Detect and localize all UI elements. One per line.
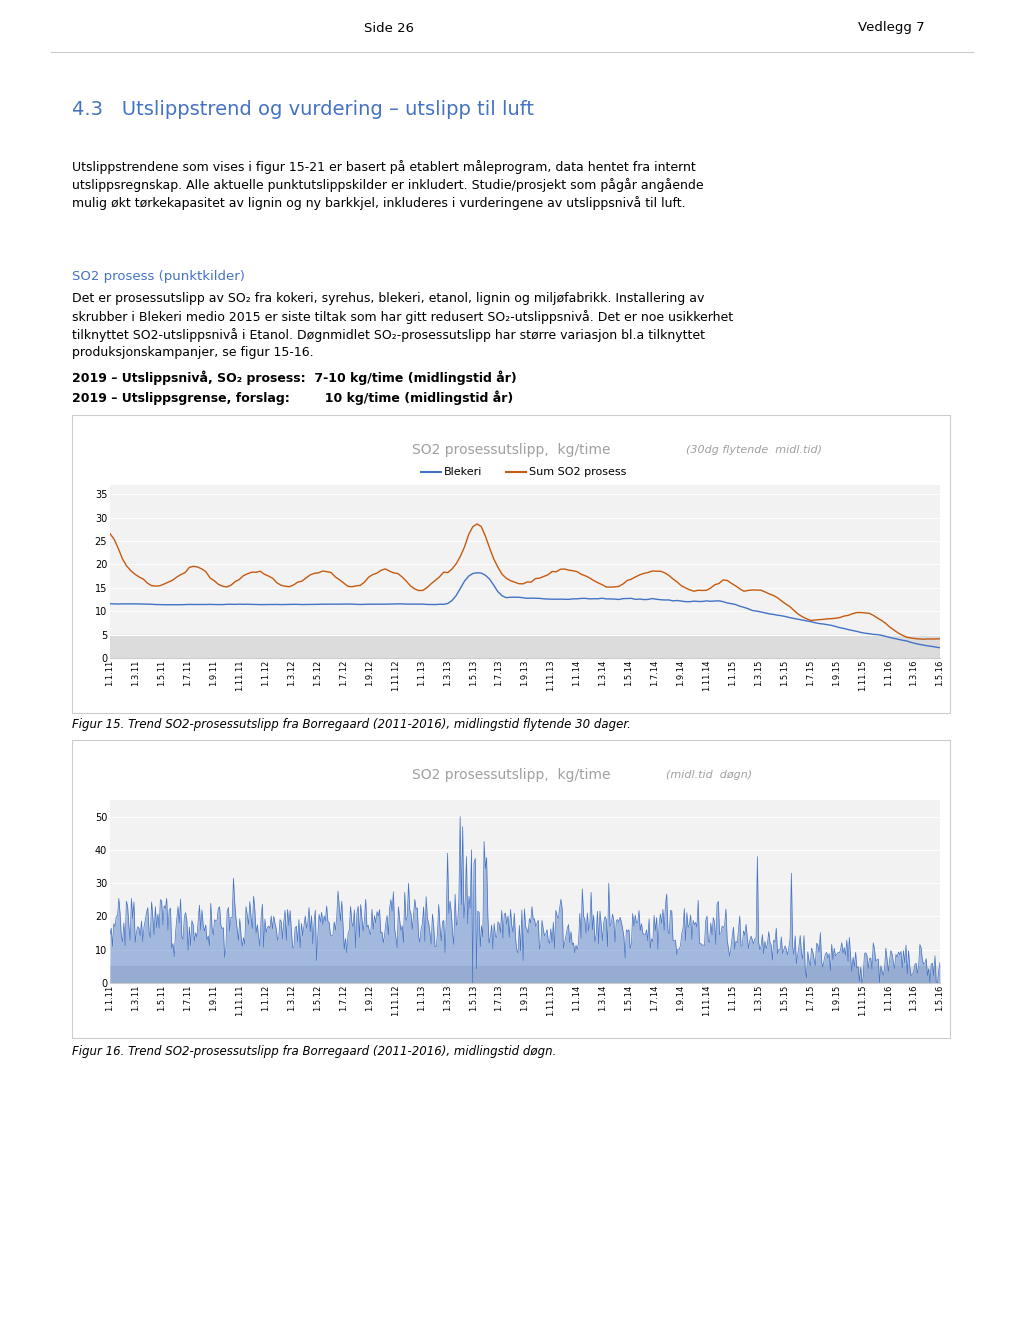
- FancyBboxPatch shape: [72, 415, 950, 713]
- Text: produksjonskampanjer, se figur 15-16.: produksjonskampanjer, se figur 15-16.: [72, 346, 313, 359]
- Text: tilknyttet SO2-utslippsnivå i Etanol. Døgnmidlet SO₂-prosessutslipp har større v: tilknyttet SO2-utslippsnivå i Etanol. Dø…: [72, 329, 705, 342]
- Text: 2019 – Utslippsnivå, SO₂ prosess:  7-10 kg/time (midlingstid år): 2019 – Utslippsnivå, SO₂ prosess: 7-10 k…: [72, 370, 517, 384]
- FancyBboxPatch shape: [72, 739, 950, 1037]
- Bar: [110, 635, 940, 659]
- Text: Blekeri: Blekeri: [444, 466, 482, 477]
- Text: Det er prosessutslipp av SO₂ fra kokeri, syrehus, blekeri, etanol, lignin og mil: Det er prosessutslipp av SO₂ fra kokeri,…: [72, 292, 705, 305]
- Text: Utslippstrendene som vises i figur 15-21 er basert på etablert måleprogram, data: Utslippstrendene som vises i figur 15-21…: [72, 160, 695, 174]
- Text: (30dg flytende  midl.tid): (30dg flytende midl.tid): [686, 445, 822, 454]
- Text: skrubber i Blekeri medio 2015 er siste tiltak som har gitt redusert SO₂-utslipps: skrubber i Blekeri medio 2015 er siste t…: [72, 310, 733, 325]
- Text: mulig økt tørkekapasitet av lignin og ny barkkjel, inkluderes i vurderingene av : mulig økt tørkekapasitet av lignin og ny…: [72, 196, 686, 209]
- Text: SO2 prosess (punktkilder): SO2 prosess (punktkilder): [72, 270, 245, 284]
- Text: SO2 prosessutslipp,  kg/time: SO2 prosessutslipp, kg/time: [412, 443, 610, 457]
- Bar: [110, 966, 940, 983]
- Text: (midl.tid  døgn): (midl.tid døgn): [666, 770, 752, 780]
- Text: 2019 – Utslippsgrense, forslag:        10 kg/time (midlingstid år): 2019 – Utslippsgrense, forslag: 10 kg/ti…: [72, 390, 513, 404]
- Text: Figur 15. Trend SO2-prosessutslipp fra Borregaard (2011-2016), midlingstid flyte: Figur 15. Trend SO2-prosessutslipp fra B…: [72, 718, 631, 731]
- Text: utslippsregnskap. Alle aktuelle punktutslippskilder er inkludert. Studie/prosjek: utslippsregnskap. Alle aktuelle punktuts…: [72, 178, 703, 192]
- Text: Side 26: Side 26: [365, 21, 414, 34]
- Text: SO2 prosessutslipp,  kg/time: SO2 prosessutslipp, kg/time: [412, 768, 610, 782]
- Text: Vedlegg 7: Vedlegg 7: [857, 21, 925, 34]
- Text: Sum SO2 prosess: Sum SO2 prosess: [529, 466, 627, 477]
- Text: 4.3   Utslippstrend og vurdering – utslipp til luft: 4.3 Utslippstrend og vurdering – utslipp…: [72, 99, 534, 119]
- Text: Figur 16. Trend SO2-prosessutslipp fra Borregaard (2011-2016), midlingstid døgn.: Figur 16. Trend SO2-prosessutslipp fra B…: [72, 1045, 556, 1057]
